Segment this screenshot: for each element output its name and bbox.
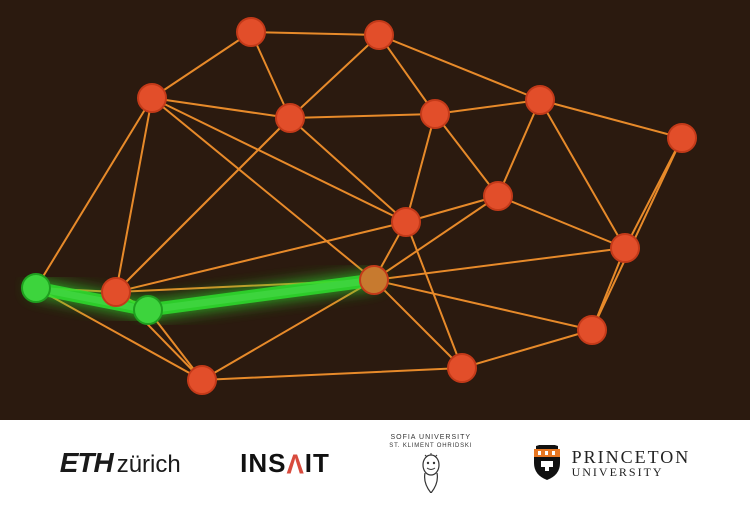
sofia-line2: ST. KLIMENT OHRIDSKI bbox=[389, 443, 472, 449]
insait-logo: INSΛIT bbox=[240, 448, 330, 479]
sofia-line1: SOFIA UNIVERSITY bbox=[390, 434, 471, 441]
insait-pre: INS bbox=[240, 448, 286, 478]
logo-bar: ETH zürich INSΛIT SOFIA UNIVERSITY ST. K… bbox=[0, 420, 750, 506]
insait-caret: Λ bbox=[286, 448, 304, 481]
eth-logo: ETH zürich bbox=[60, 447, 181, 479]
graph-panel bbox=[0, 0, 750, 420]
eth-light: zürich bbox=[117, 451, 181, 479]
princeton-line1: PRINCETON bbox=[572, 448, 691, 466]
eth-bold: ETH bbox=[60, 447, 113, 479]
princeton-shield-icon bbox=[532, 445, 562, 481]
princeton-line2: UNIVERSITY bbox=[572, 466, 691, 478]
insait-post: IT bbox=[305, 448, 330, 478]
sofia-crest-icon bbox=[417, 453, 445, 493]
sofia-university-logo: SOFIA UNIVERSITY ST. KLIMENT OHRIDSKI bbox=[389, 434, 472, 493]
princeton-text: PRINCETON UNIVERSITY bbox=[572, 448, 691, 478]
network-graph bbox=[0, 0, 750, 420]
princeton-logo: PRINCETON UNIVERSITY bbox=[532, 445, 691, 481]
